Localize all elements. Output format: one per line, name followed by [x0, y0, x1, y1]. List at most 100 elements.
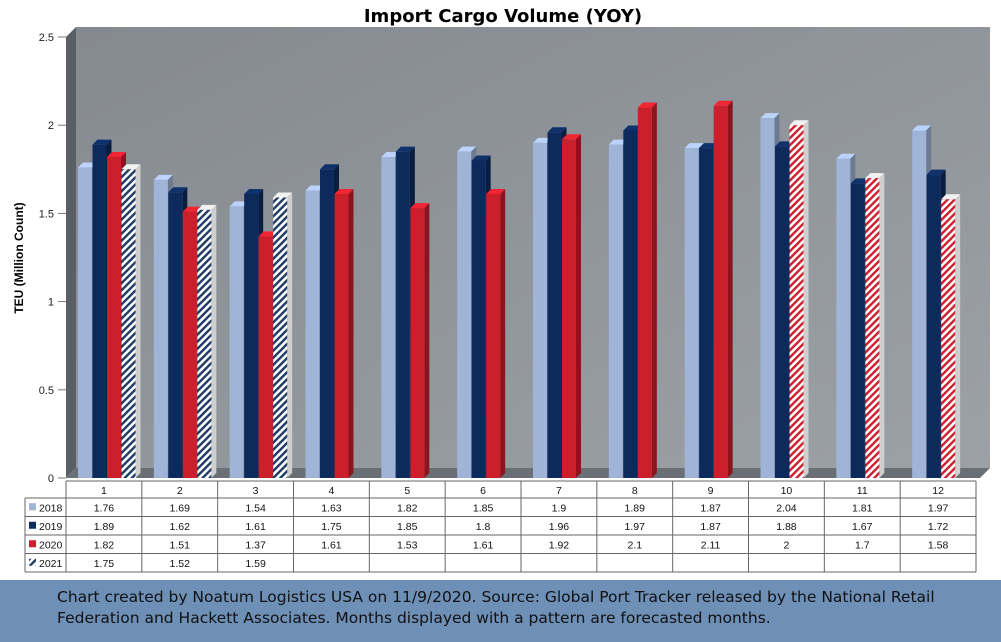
legend-swatch-2018 [29, 503, 36, 511]
bar-front [912, 130, 927, 478]
table-cell: 1.85 [473, 502, 494, 514]
bar-top [699, 143, 719, 149]
bar-side [500, 188, 506, 478]
table-cell: 1.85 [397, 521, 418, 533]
table-cell: 1.97 [928, 502, 949, 514]
bar-top [381, 151, 401, 157]
table-cell: 1.97 [625, 521, 646, 533]
bar-top [608, 139, 628, 145]
bar-top [865, 173, 885, 179]
bar-2020-month-11 [865, 173, 885, 478]
bar-top [760, 113, 780, 119]
table-cell: 1.88 [776, 521, 797, 533]
x-tick-label: 1 [101, 485, 107, 497]
table-cell: 1.53 [397, 539, 418, 551]
bar-front [258, 236, 273, 478]
table-cell: 1.52 [170, 558, 191, 570]
bar-top [533, 137, 552, 143]
legend-label-2021: 2021 [39, 558, 63, 570]
bar-top [457, 146, 477, 152]
bar-front [320, 169, 334, 479]
bar-top [547, 127, 567, 133]
x-tick-label: 8 [632, 485, 638, 497]
bar-top [471, 155, 491, 161]
bar-top [273, 192, 293, 198]
x-tick-label: 2 [177, 485, 183, 497]
bar-2020-month-4 [334, 188, 354, 478]
y-tick-label: 2 [48, 120, 54, 132]
table-cell: 1.76 [94, 502, 115, 514]
table-cell: 1.61 [321, 539, 342, 551]
table-cell: 1.75 [94, 558, 115, 570]
bar-2020-month-10 [789, 120, 809, 478]
bar-front [244, 193, 259, 478]
table-cell: 2 [783, 539, 789, 551]
bar-side [348, 188, 354, 478]
bar-top [197, 204, 217, 210]
table-cell: 1.61 [473, 539, 494, 551]
bar-top [320, 164, 339, 170]
legend-label-2018: 2018 [39, 502, 63, 514]
table-cell: 1.37 [245, 539, 266, 551]
bar-top [168, 187, 188, 193]
bar-2020-month-6 [486, 188, 506, 478]
bar-front [789, 125, 804, 478]
bar-top [258, 231, 278, 237]
bar-top [182, 206, 202, 212]
bar-2020-month-12 [941, 194, 961, 478]
bar-front [623, 130, 638, 478]
table-cell: 1.67 [852, 521, 873, 533]
table-cell: 2.11 [701, 539, 721, 551]
bar-top [623, 125, 643, 131]
floor [66, 468, 990, 478]
table-cell: 1.51 [170, 539, 191, 551]
bar-2020-month-9 [713, 100, 733, 479]
bar-top [153, 174, 173, 180]
bar-2020-month-7 [562, 134, 581, 478]
bar-front [197, 209, 212, 478]
x-tick-label: 4 [328, 485, 334, 497]
side-wall [66, 27, 76, 478]
x-tick-label: 7 [556, 485, 562, 497]
bar-2020-month-5 [410, 203, 430, 478]
bar-top [244, 188, 264, 194]
bar-front [850, 183, 865, 479]
bar-front [229, 206, 244, 478]
y-tick-label: 0.5 [39, 385, 54, 397]
bar-front [471, 160, 486, 479]
bar-2021-month-2 [197, 204, 217, 478]
bar-front [865, 178, 880, 478]
bar-2021-month-3 [273, 192, 293, 479]
bar-front [533, 142, 547, 478]
bar-front [562, 139, 576, 478]
bar-front [637, 107, 652, 478]
bar-top [926, 169, 946, 175]
bar-front [547, 132, 562, 479]
bar-front [381, 156, 396, 478]
chart-footer-note: Chart created by Noatum Logistics USA on… [0, 580, 1001, 642]
bar-top [121, 164, 141, 170]
y-tick-label: 2.5 [39, 32, 54, 44]
legend-label-2020: 2020 [39, 539, 63, 551]
bar-front [107, 156, 121, 478]
y-axis-label: TEU (Million Count) [12, 202, 26, 313]
bar-front [121, 169, 136, 479]
bar-front [713, 105, 728, 479]
bar-front [153, 179, 168, 478]
table-cell: 1.75 [321, 521, 342, 533]
bar-side [651, 102, 657, 478]
table-cell: 1.59 [245, 558, 266, 570]
table-cell: 1.89 [94, 521, 115, 533]
bar-front [836, 158, 851, 478]
bar-front [684, 148, 699, 478]
table-cell: 1.87 [700, 502, 721, 514]
table-cell: 1.92 [549, 539, 570, 551]
bar-front [92, 144, 107, 478]
table-cell: 1.96 [549, 521, 570, 533]
bar-front [926, 174, 941, 479]
bar-side [211, 204, 217, 478]
legend-label-2019: 2019 [39, 521, 63, 533]
table-cell: 1.82 [397, 502, 418, 514]
